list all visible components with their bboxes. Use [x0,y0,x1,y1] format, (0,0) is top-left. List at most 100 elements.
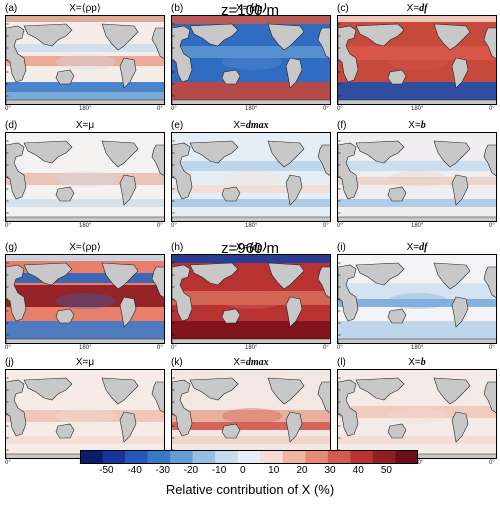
map-canvas [172,255,330,343]
panel-variable-label: X=b [408,357,426,368]
panel-letter: (j) [5,357,14,368]
colorbar-tick-label: 0 [240,465,246,476]
panel-variable-label: X=⟨ρp⟩ [69,3,101,14]
colorbar-tick-label: -10 [211,465,227,476]
colorbar-tick-label: -40 [127,465,142,476]
longitude-tick: 180° [79,223,92,229]
colorbar [80,450,419,464]
panel-variable-label: X=df [406,3,428,14]
longitude-tick: 0° [157,223,163,229]
panel-letter: (h) [171,242,184,253]
longitude-tick: 0° [171,223,177,229]
panel-letter: (i) [337,242,346,253]
panel-variable-label: X=dmax [233,120,269,131]
colorbar-tick-label: -30 [155,465,170,476]
longitude-tick: 0° [5,345,11,351]
panel-variable-label: X=dmax [233,357,269,368]
panel-letter: (f) [337,120,347,131]
map-canvas [338,255,496,343]
colorbar-tick-label: 10 [268,465,280,476]
colorbar-tick-label: -50 [99,465,114,476]
longitude-tick: 180° [245,345,258,351]
colorbar-tick-label: 50 [380,465,392,476]
map-canvas [6,255,164,343]
colorbar-segment [192,450,216,464]
colorbar-segment [102,450,126,464]
longitude-tick: 180° [79,106,92,112]
longitude-tick: 0° [5,460,11,466]
colorbar-segment [170,450,194,464]
longitude-tick: 0° [337,223,343,229]
global-map-panel [5,254,165,344]
longitude-tick: 0° [323,106,329,112]
longitude-tick: 180° [411,345,424,351]
panel-variable-label: X=⟨ρp⟩ [69,242,101,253]
map-canvas [172,133,330,221]
map-canvas [338,16,496,104]
longitude-tick: 0° [171,345,177,351]
panel-letter: (d) [5,120,18,131]
map-canvas [6,16,164,104]
colorbar-tick-label: 30 [324,465,336,476]
global-map-panel [171,132,331,222]
longitude-tick: 0° [489,106,495,112]
colorbar-segment [147,450,171,464]
longitude-tick: 0° [171,106,177,112]
section-title-100m: z=100 m [221,2,279,19]
map-canvas [172,16,330,104]
panel-letter: (a) [5,3,18,14]
longitude-tick: 0° [5,223,11,229]
global-map-panel [337,369,497,459]
colorbar-segment [282,450,306,464]
section-title-960m: z=960 m [221,240,279,257]
panel-letter: (g) [5,242,18,253]
colorbar-segment [215,450,239,464]
panel-variable-label: X=μ [75,357,95,368]
colorbar-segment [237,450,261,464]
colorbar-segment [372,450,396,464]
colorbar-tick-label: 40 [352,465,364,476]
longitude-tick: 180° [245,106,258,112]
panel-variable-label: X=⟨dp⟩ [235,3,267,14]
colorbar-segment [125,450,149,464]
colorbar-tick-label: 20 [296,465,308,476]
longitude-tick: 180° [245,223,258,229]
colorbar-segment [350,450,374,464]
colorbar-segment [395,450,419,464]
global-map-panel [5,15,165,105]
map-canvas [338,133,496,221]
colorbar-title: Relative contribution of X (%) [165,482,335,497]
longitude-tick: 180° [79,345,92,351]
global-map-panel [337,15,497,105]
map-canvas [338,370,496,458]
panel-letter: (e) [171,120,184,131]
colorbar-segment [305,450,329,464]
longitude-tick: 180° [411,223,424,229]
map-canvas [6,370,164,458]
colorbar-segment [260,450,284,464]
longitude-tick: 0° [323,223,329,229]
colorbar-segment [327,450,351,464]
longitude-tick: 0° [337,106,343,112]
colorbar-segment [80,450,104,464]
panel-letter: (c) [337,3,349,14]
longitude-tick: 0° [489,223,495,229]
colorbar-tick-label: -20 [183,465,199,476]
longitude-tick: 0° [157,106,163,112]
longitude-tick: 0° [337,345,343,351]
panel-variable-label: X=⟨dp⟩ [235,242,267,253]
global-map-panel [337,132,497,222]
longitude-tick: 0° [5,106,11,112]
longitude-tick: 0° [157,345,163,351]
global-map-panel [171,15,331,105]
longitude-tick: 0° [489,460,495,466]
global-map-panel [5,369,165,459]
longitude-tick: 0° [489,345,495,351]
global-map-panel [171,254,331,344]
global-map-panel [5,132,165,222]
panel-variable-label: X=df [406,242,428,253]
longitude-tick: 180° [411,106,424,112]
panel-letter: (l) [337,357,346,368]
map-canvas [172,370,330,458]
panel-letter: (b) [171,3,184,14]
